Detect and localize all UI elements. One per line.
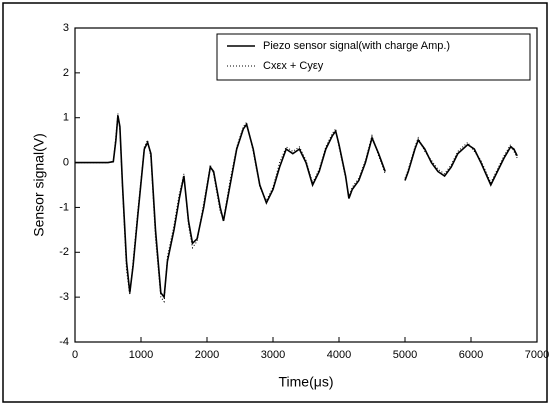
x-tick-label: 3000	[261, 349, 285, 361]
series-line	[75, 115, 518, 300]
y-tick-label: -4	[59, 336, 69, 348]
x-tick-label: 6000	[459, 349, 483, 361]
x-tick-label: 5000	[393, 349, 417, 361]
series-line	[75, 113, 518, 303]
x-tick-label: 0	[72, 349, 78, 361]
y-tick-label: -2	[59, 246, 69, 258]
legend-box	[216, 33, 531, 81]
y-tick-label: -1	[59, 201, 69, 213]
y-tick-label: 1	[63, 112, 69, 124]
y-tick-label: 0	[63, 156, 69, 168]
y-axis-label: Sensor signal(V)	[31, 133, 47, 237]
y-tick-label: 3	[63, 22, 69, 34]
plot-frame	[74, 27, 538, 343]
legend-label: Cxεx + Cyεy	[263, 60, 324, 72]
y-tick-label: -3	[59, 291, 69, 303]
legend-label: Piezo sensor signal(with charge Amp.)	[263, 40, 450, 52]
x-tick-label: 2000	[195, 349, 219, 361]
x-tick-label: 4000	[327, 349, 351, 361]
y-tick-label: 2	[63, 67, 69, 79]
x-tick-label: 1000	[129, 349, 153, 361]
x-tick-label: 7000	[525, 349, 549, 361]
x-axis-label: Time(μs)	[279, 374, 334, 390]
